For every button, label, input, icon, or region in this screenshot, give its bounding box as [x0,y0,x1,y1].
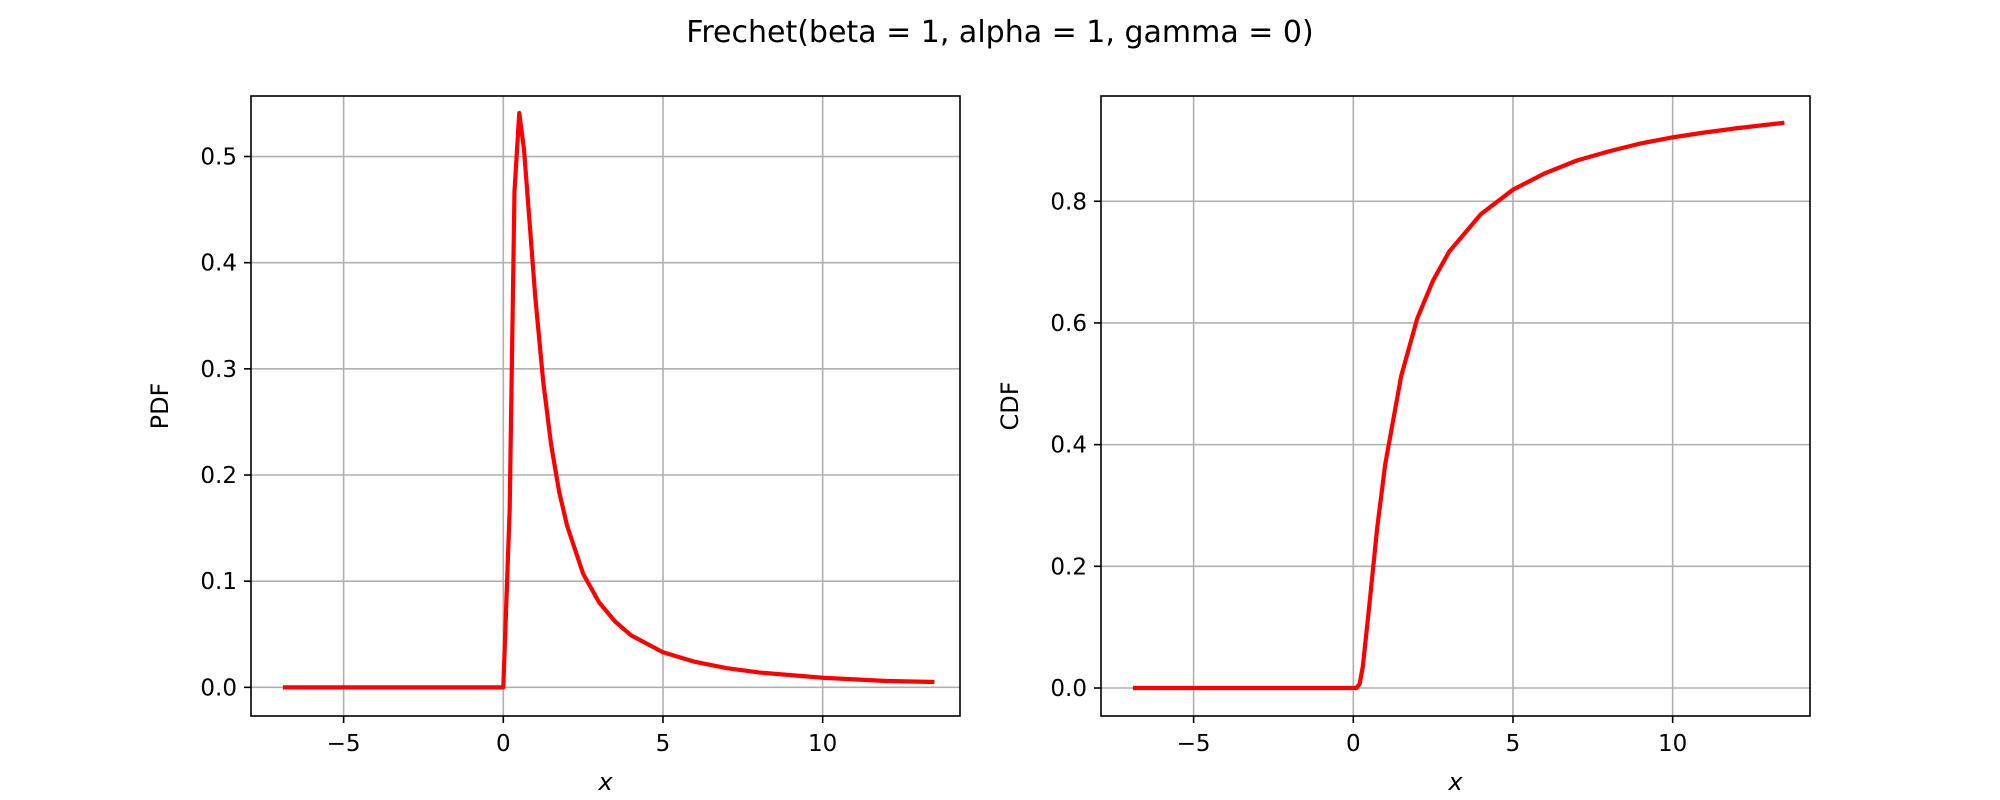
pdf-yaxis-label: PDF [146,383,174,430]
cdf-ytick-label: 0.4 [1050,433,1087,459]
cdf-xtick-label: −5 [1177,731,1211,757]
cdf-xtick-label: 10 [1658,731,1687,757]
pdf-chart: −5 0 5 10 0.0 0.1 0.2 0.3 0.4 0.5 x PDF [146,95,961,796]
pdf-ytick-label: 0.3 [200,357,237,383]
figure-title: Frechet(beta = 1, alpha = 1, gamma = 0) [686,15,1313,50]
cdf-ytick-label: 0.8 [1050,189,1087,215]
pdf-ytick-label: 0.2 [200,463,237,489]
pdf-ytick-label: 0.1 [200,569,237,595]
pdf-xaxis-label: x [597,768,613,796]
pdf-curve [282,110,935,690]
cdf-ytick-label: 0.6 [1050,311,1087,337]
pdf-ytick-label: 0.0 [200,675,237,701]
cdf-axes-frame [1100,95,1811,717]
pdf-axes-frame [250,95,961,717]
pdf-xtick-label: 10 [808,731,837,757]
pdf-ytick-label: 0.5 [200,145,237,171]
cdf-yaxis-label: CDF [996,381,1024,430]
pdf-ytick-label: 0.4 [200,251,237,277]
pdf-xtick-label: 0 [496,731,511,757]
cdf-ytick-label: 0.2 [1050,554,1087,580]
pdf-xtick-label: −5 [327,731,361,757]
cdf-xtick-label: 5 [1506,731,1521,757]
cdf-xtick-label: 0 [1346,731,1361,757]
cdf-ytick-label: 0.0 [1050,676,1087,702]
cdf-chart: −5 0 5 10 0.0 0.2 0.4 0.6 0.8 x CDF [996,95,1811,796]
cdf-xaxis-label: x [1447,768,1463,796]
pdf-xtick-label: 5 [656,731,671,757]
cdf-curve [1132,120,1785,691]
